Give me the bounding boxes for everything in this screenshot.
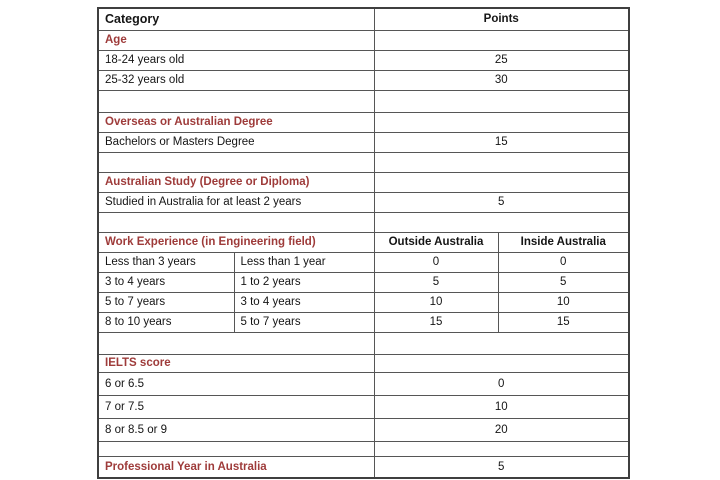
work-exp-inside-3: 15 [497,311,630,333]
table-row: 8 to 10 years 5 to 7 years 15 15 [97,311,630,333]
table-row: 18-24 years old 25 [97,49,630,71]
ielts-7-points: 10 [373,394,630,419]
spacer-cell [97,151,375,173]
ielts-7-label: 7 or 7.5 [97,394,375,419]
table-row: Bachelors or Masters Degree 15 [97,131,630,153]
column-header-inside-australia: Inside Australia [497,231,630,253]
section-row-age: Age [97,29,630,51]
age-18-24-label: 18-24 years old [97,49,375,71]
table-row: Less than 3 years Less than 1 year 0 0 [97,251,630,273]
ielts-6-points: 0 [373,371,630,396]
section-title-ielts: IELTS score [97,353,375,373]
section-title-degree: Overseas or Australian Degree [97,111,375,133]
table-row: 25-32 years old 30 [97,69,630,91]
spacer-cell [373,171,630,193]
spacer-cell [373,353,630,373]
work-exp-recent-3: 5 to 7 years [233,311,375,333]
migration-points-table: Category Points Age 18-24 years old 25 2… [97,7,630,479]
spacer-cell [373,89,630,113]
empty-row [97,440,630,457]
section-title-age: Age [97,29,375,51]
work-exp-inside-2: 10 [497,291,630,313]
work-exp-outside-1: 5 [373,271,499,293]
column-header-points: Points [373,7,630,31]
section-row-australian-study: Australian Study (Degree or Diploma) [97,171,630,193]
age-25-32-label: 25-32 years old [97,69,375,91]
empty-row [97,151,630,173]
work-exp-inside-0: 0 [497,251,630,273]
spacer-cell [373,440,630,457]
section-title-australian-study: Australian Study (Degree or Diploma) [97,171,375,193]
work-exp-recent-2: 3 to 4 years [233,291,375,313]
section-title-professional-year: Professional Year in Australia [97,455,375,479]
spacer-cell [373,111,630,133]
spacer-cell [373,151,630,173]
work-exp-outside-3: 15 [373,311,499,333]
work-exp-overall-1: 3 to 4 years [97,271,235,293]
section-row-ielts: IELTS score [97,353,630,373]
empty-row [97,331,630,355]
work-exp-outside-2: 10 [373,291,499,313]
table-row: 8 or 8.5 or 9 20 [97,417,630,442]
age-18-24-points: 25 [373,49,630,71]
spacer-cell [97,440,375,457]
table-row: 3 to 4 years 1 to 2 years 5 5 [97,271,630,293]
work-exp-overall-3: 8 to 10 years [97,311,235,333]
spacer-cell [373,331,630,355]
degree-label: Bachelors or Masters Degree [97,131,375,153]
empty-row [97,89,630,113]
work-exp-recent-0: Less than 1 year [233,251,375,273]
section-row-professional-year: Professional Year in Australia 5 [97,455,630,479]
table-row: 5 to 7 years 3 to 4 years 10 10 [97,291,630,313]
column-header-category: Category [97,7,375,31]
australian-study-points: 5 [373,191,630,213]
work-exp-recent-1: 1 to 2 years [233,271,375,293]
age-25-32-points: 30 [373,69,630,91]
section-row-work-experience: Work Experience (in Engineering field) O… [97,231,630,253]
spacer-cell [373,29,630,51]
table-row: 7 or 7.5 10 [97,394,630,419]
ielts-8-label: 8 or 8.5 or 9 [97,417,375,442]
empty-row [97,211,630,233]
spacer-cell [373,211,630,233]
spacer-cell [97,89,375,113]
ielts-6-label: 6 or 6.5 [97,371,375,396]
table-header-row: Category Points [97,7,630,31]
ielts-8-points: 20 [373,417,630,442]
work-exp-outside-0: 0 [373,251,499,273]
section-title-work-experience: Work Experience (in Engineering field) [97,231,375,253]
column-header-outside-australia: Outside Australia [373,231,499,253]
professional-year-points: 5 [373,455,630,479]
work-exp-overall-0: Less than 3 years [97,251,235,273]
table-row: Studied in Australia for at least 2 year… [97,191,630,213]
table-row: 6 or 6.5 0 [97,371,630,396]
work-exp-inside-1: 5 [497,271,630,293]
work-exp-overall-2: 5 to 7 years [97,291,235,313]
section-row-degree: Overseas or Australian Degree [97,111,630,133]
spacer-cell [97,331,375,355]
spacer-cell [97,211,375,233]
australian-study-label: Studied in Australia for at least 2 year… [97,191,375,213]
degree-points: 15 [373,131,630,153]
